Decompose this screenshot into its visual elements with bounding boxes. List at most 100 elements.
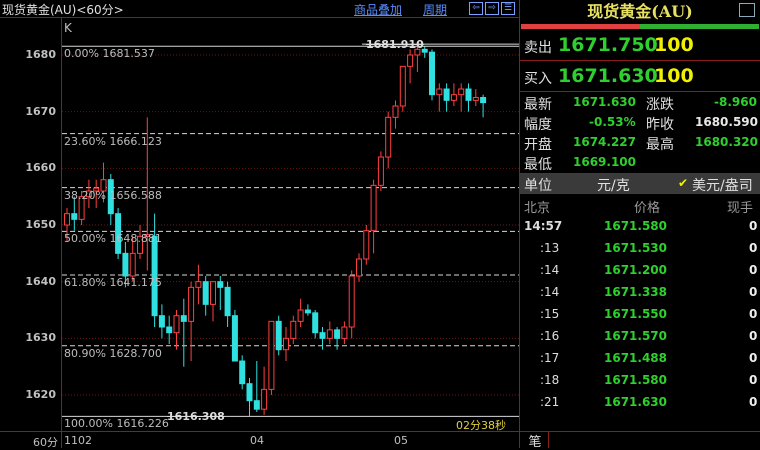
candle-body <box>129 252 136 277</box>
stat-value: 1671.630 <box>573 95 637 109</box>
candle-body <box>253 400 260 410</box>
buy-ratio-bar <box>640 24 759 29</box>
y-tick: 1670 <box>25 104 56 118</box>
tick-time: :17 <box>540 351 560 365</box>
unit-usd-option[interactable]: 美元/盎司 <box>692 178 753 194</box>
candle-body <box>166 326 173 334</box>
candle-body <box>334 329 341 339</box>
candle-body <box>399 65 406 107</box>
tick-price: 1671.630 <box>604 395 668 409</box>
fib-label: 38.20% 1656.588 <box>64 188 162 202</box>
tick-volume: 0 <box>749 307 758 321</box>
candlestick-chart[interactable] <box>62 18 519 431</box>
tick-time: :16 <box>540 329 560 343</box>
divider <box>520 431 760 432</box>
buy-price[interactable]: 1671.630 <box>558 65 658 87</box>
period-link[interactable]: 周期 <box>423 3 448 17</box>
candle-body <box>173 315 180 334</box>
split-icon[interactable]: ☰ <box>501 2 515 15</box>
tick-time: 14:57 <box>524 219 563 233</box>
unit-cny-option[interactable]: 元/克 <box>597 178 630 194</box>
candle-body <box>392 105 399 118</box>
col-time: 北京 <box>524 201 551 216</box>
chart-header <box>0 0 520 18</box>
candle-body <box>297 309 304 322</box>
tick-volume: 0 <box>749 373 758 387</box>
tick-price: 1671.488 <box>604 351 668 365</box>
candle-body <box>436 88 443 96</box>
quote-title: 现货黄金(AU) <box>587 2 693 21</box>
axis-divider <box>0 431 520 432</box>
sell-price[interactable]: 1671.750 <box>558 34 658 56</box>
candle-body <box>414 48 421 56</box>
y-tick: 1660 <box>25 161 56 175</box>
stat-value: 1680.590 <box>695 115 759 129</box>
candle-body <box>326 329 333 339</box>
fib-label: 61.80% 1641.175 <box>64 276 162 290</box>
candle-body <box>312 312 319 334</box>
tab-ticks[interactable]: 笔 <box>522 431 549 450</box>
overlay-link[interactable]: 商品叠加 <box>354 3 403 17</box>
stat-value: 1674.227 <box>573 135 637 149</box>
maximize-icon[interactable] <box>739 3 755 17</box>
stat-label: 最高 <box>646 137 674 153</box>
candle-body <box>202 281 209 305</box>
axis-divider <box>61 18 62 448</box>
buy-volume: 100 <box>654 65 694 87</box>
tick-price: 1671.580 <box>604 373 668 387</box>
candle-body <box>370 184 377 232</box>
tick-volume: 0 <box>749 329 758 343</box>
y-tick: 1620 <box>25 388 56 402</box>
chart-title: 现货黄金(AU)<60分> <box>2 3 124 17</box>
tick-price: 1671.580 <box>604 219 668 233</box>
candle-body <box>385 116 392 158</box>
candle-body <box>275 320 282 351</box>
tick-time: :21 <box>540 395 560 409</box>
arrow-left-icon[interactable]: ⇦ <box>469 2 483 15</box>
candle-body <box>443 88 450 101</box>
tick-price: 1671.570 <box>604 329 668 343</box>
arrow-right-icon[interactable]: ⇨ <box>485 2 499 15</box>
candle-body <box>319 332 326 339</box>
candle-body <box>210 281 216 305</box>
tick-volume: 0 <box>749 351 758 365</box>
col-volume: 现手 <box>727 201 754 216</box>
divider <box>520 60 760 61</box>
fib-label: 23.60% 1666.123 <box>64 134 162 148</box>
candle-body <box>107 179 114 215</box>
candle-body <box>217 281 224 288</box>
sell-label: 卖出 <box>524 40 552 56</box>
candle-body <box>377 156 384 186</box>
candle-body <box>85 190 92 198</box>
candle-body <box>356 258 362 277</box>
col-price: 价格 <box>634 201 661 216</box>
candle-body <box>472 97 479 101</box>
stat-value: -8.960 <box>714 95 757 109</box>
low-marker: 1616.308 <box>167 410 225 423</box>
candle-body <box>144 234 151 237</box>
candle-body <box>115 213 122 254</box>
high-marker: 1681.910 <box>366 38 424 51</box>
unit-label: 单位 <box>524 178 552 194</box>
candle-body <box>246 383 253 402</box>
candle-body <box>71 213 78 220</box>
buy-label: 买入 <box>524 71 552 87</box>
candle-body <box>122 252 129 277</box>
candle-body <box>261 388 268 410</box>
candle-body <box>465 88 472 101</box>
candle-body <box>348 275 355 328</box>
candle-body <box>268 320 275 390</box>
tick-time: :13 <box>540 241 560 255</box>
divider <box>520 91 760 92</box>
candle-body <box>429 51 435 96</box>
stat-label: 最低 <box>524 157 552 173</box>
fib-label: 100.00% 1616.226 <box>64 417 169 431</box>
stat-label: 幅度 <box>524 117 552 133</box>
x-tick: 04 <box>250 434 264 447</box>
candle-body <box>290 320 297 339</box>
tick-volume: 0 <box>749 263 758 277</box>
tick-volume: 0 <box>749 241 758 255</box>
fib-label: 50.00% 1648.881 <box>64 232 162 246</box>
tick-time: :15 <box>540 307 560 321</box>
candle-body <box>195 281 202 288</box>
